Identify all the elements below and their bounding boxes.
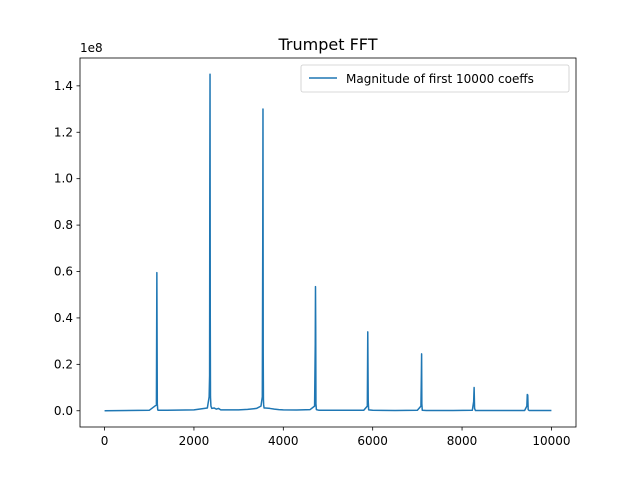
legend-box [300, 64, 570, 93]
y-tick-label: 0.4 [54, 311, 73, 325]
legend-label: Magnitude of first 10000 coeffs [346, 72, 534, 86]
x-axis-ticks: 0 2000 4000 6000 8000 10000 [101, 427, 571, 448]
x-tick-label: 10000 [532, 434, 570, 448]
chart-title: Trumpet FFT [278, 35, 378, 54]
plot-area [104, 73, 552, 412]
x-tick-label: 4000 [268, 434, 299, 448]
plot-frame [79, 57, 577, 428]
y-tick-label: 1.0 [54, 172, 73, 186]
y-axis-ticks: 0.0 0.2 0.4 0.6 0.8 1.0 1.2 1.4 [54, 79, 80, 418]
y-offset-label: 1e8 [80, 41, 103, 55]
x-tick-label: 2000 [179, 434, 210, 448]
y-tick-label: 0.8 [54, 218, 73, 232]
y-tick-label: 0.2 [54, 357, 73, 371]
legend: Magnitude of first 10000 coeffs [300, 64, 570, 93]
y-tick-label: 1.2 [54, 125, 73, 139]
y-tick-label: 0.0 [54, 404, 73, 418]
x-tick-label: 6000 [357, 434, 388, 448]
x-tick-label: 8000 [447, 434, 478, 448]
y-tick-label: 0.6 [54, 265, 73, 279]
series-line [104, 73, 552, 412]
y-tick-label: 1.4 [54, 79, 73, 93]
x-tick-label: 0 [101, 434, 109, 448]
